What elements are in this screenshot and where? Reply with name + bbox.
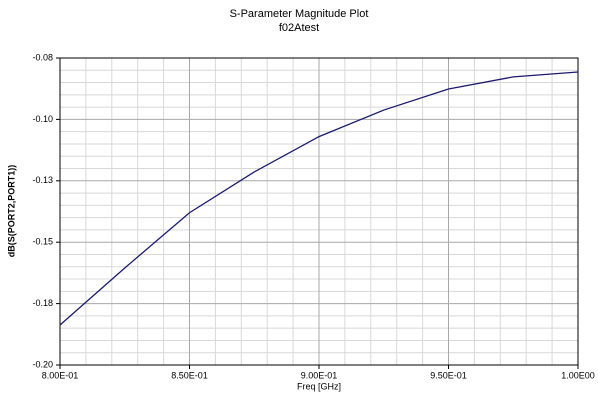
y-tick-label: -0.20 [32, 359, 53, 369]
x-tick-label: 1.00E00 [561, 370, 595, 380]
x-tick-label: 9.50E-01 [430, 370, 467, 380]
x-tick-label: 9.00E-01 [301, 370, 338, 380]
x-axis-label: Freq [GHz] [297, 381, 341, 391]
chart-subtitle: f02Atest [279, 22, 319, 34]
y-tick-label: -0.08 [32, 52, 53, 62]
chart-title: S-Parameter Magnitude Plot [230, 8, 369, 20]
plot-frame [59, 57, 579, 366]
y-tick-label: -0.10 [32, 114, 53, 124]
y-tick-label: -0.13 [32, 175, 53, 185]
x-tick-label: 8.00E-01 [42, 370, 79, 380]
y-tick-label: -0.15 [32, 237, 53, 247]
data-line [59, 71, 579, 326]
y-axis-label: dB(S(PORT2,PORT1)) [6, 165, 16, 258]
x-tick-label: 8.50E-01 [171, 370, 208, 380]
y-tick-label: -0.18 [32, 298, 53, 308]
